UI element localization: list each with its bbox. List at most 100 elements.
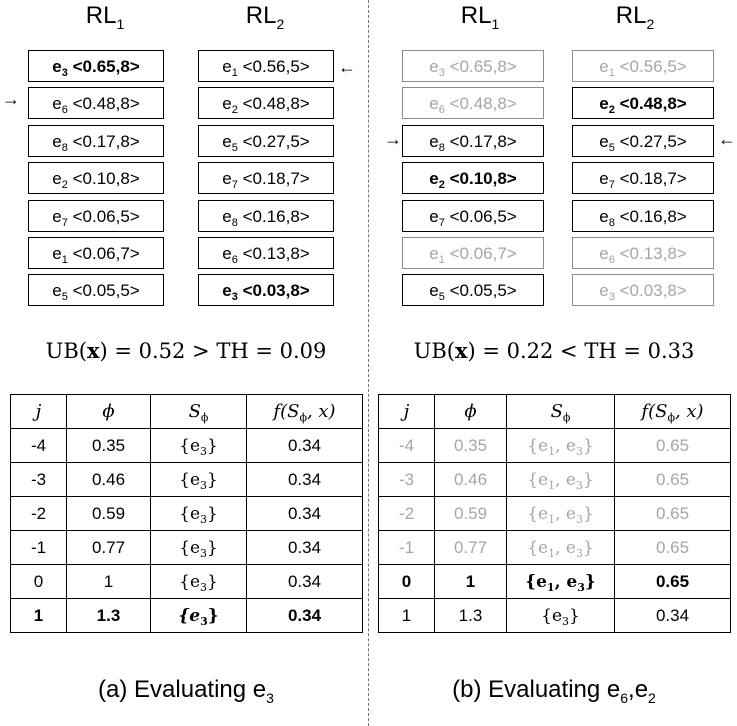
ranked-list-entry: e1 <0.56,5> [572, 50, 714, 82]
cell-phi: 0.77 [66, 530, 151, 565]
cell-j: 1 [378, 598, 435, 633]
ranked-list-entry: e1 <0.56,5> [198, 50, 334, 82]
ranked-list-entry: e5 <0.05,5> [28, 274, 164, 307]
col-set-header: Sϕ [150, 394, 247, 429]
ranked-list-entry: e8 <0.17,8> [402, 124, 544, 157]
ranked-list-entry: e3 <0.65,8> [28, 50, 164, 82]
cell-phi: 1 [434, 564, 507, 599]
panel-a-rl2-title: RL2 [245, 2, 285, 32]
table-row: 1 1.3 {e3} 0.34 [378, 598, 731, 633]
cell-phi: 0.46 [66, 462, 151, 497]
ranked-list-entry: e7 <0.06,5> [28, 199, 164, 232]
panel-b-upper-bound: UB(x) = 0.22 < TH = 0.33 [413, 338, 695, 363]
col-score-header: f(Sϕ, x) [614, 394, 731, 429]
cell-score: 0.34 [246, 530, 363, 565]
cell-phi: 0.59 [434, 496, 507, 531]
panel-a-rl2-cursor-arrow: ← [338, 57, 356, 77]
cell-set: {e1, e3} [506, 496, 615, 531]
cell-j: -2 [378, 496, 435, 531]
cell-set: {e1, e3} [506, 462, 615, 497]
cell-set: {e1, e3} [506, 530, 615, 565]
col-phi-header: ϕ [434, 394, 507, 429]
cell-j: 0 [378, 564, 435, 599]
cell-phi: 1.3 [434, 598, 507, 633]
ranked-list-entry: e1 <0.06,7> [28, 237, 164, 269]
ranked-list-entry: e3 <0.03,8> [572, 274, 714, 307]
cell-set: {e3} [506, 598, 615, 633]
cell-score: 0.34 [246, 462, 363, 497]
cell-set: {e3} [150, 564, 247, 599]
table-row: -1 0.77 {e1, e3} 0.65 [378, 530, 731, 565]
panel-b-phi-table: j ϕ Sϕ f(Sϕ, x) -4 0.35 {e1, e3} 0.65 -3 0.46… [378, 394, 731, 633]
panel-a-rl1-cursor-arrow: → [2, 89, 20, 109]
table-header-row: j ϕ Sϕ f(Sϕ, x) [10, 394, 363, 429]
cell-set: {e1, e3} [506, 428, 615, 463]
ranked-list-entry: e7 <0.18,7> [198, 162, 334, 195]
table-row: -2 0.59 {e1, e3} 0.65 [378, 496, 731, 531]
cell-set: {e3} [150, 598, 247, 633]
ranked-list-entry: e8 <0.16,8> [572, 199, 714, 232]
table-row: 0 1 {e3} 0.34 [10, 564, 363, 599]
table-header-row: j ϕ Sϕ f(Sϕ, x) [378, 394, 731, 429]
ranked-list-entry: e5 <0.05,5> [402, 274, 544, 307]
ranked-list-entry: e6 <0.13,8> [572, 237, 714, 269]
cell-j: -1 [378, 530, 435, 565]
panel-a-phi-table: j ϕ Sϕ f(Sϕ, x) -4 0.35 {e3} 0.34 -3 0.46 {e3}… [10, 394, 363, 633]
table-row: -4 0.35 {e1, e3} 0.65 [378, 428, 731, 463]
cell-phi: 0.77 [434, 530, 507, 565]
table-row: -1 0.77 {e3} 0.34 [10, 530, 363, 565]
cell-score: 0.34 [246, 428, 363, 463]
ranked-list-entry: e6 <0.48,8> [28, 87, 164, 120]
ranked-list-entry: e2 <0.48,8> [198, 87, 334, 120]
cell-score: 0.34 [614, 598, 731, 633]
ranked-list-entry: e7 <0.18,7> [572, 162, 714, 195]
cell-set: {e3} [150, 496, 247, 531]
panel-b-caption: (b) Evaluating e6,e2 [452, 676, 656, 706]
ranked-list-entry: e2 <0.48,8> [572, 87, 714, 120]
ranked-list-entry: e1 <0.06,7> [402, 237, 544, 269]
cell-phi: 0.35 [66, 428, 151, 463]
col-phi-header: ϕ [66, 394, 151, 429]
cell-score: 0.34 [246, 598, 363, 633]
cell-phi: 1.3 [66, 598, 151, 633]
cell-set: {e1, e3} [506, 564, 615, 599]
panel-a-rl1-title: RL1 [85, 2, 125, 32]
cell-phi: 0.46 [434, 462, 507, 497]
cell-j: -4 [378, 428, 435, 463]
cell-set: {e3} [150, 428, 247, 463]
cell-j: -3 [378, 462, 435, 497]
ranked-list-entry: e3 <0.65,8> [402, 50, 544, 82]
cell-score: 0.65 [614, 564, 731, 599]
col-score-header: f(Sϕ, x) [246, 394, 363, 429]
panel-b-rl2-cursor-arrow: ← [718, 129, 736, 149]
cell-phi: 0.35 [434, 428, 507, 463]
panel-a-caption: (a) Evaluating e3 [98, 676, 274, 706]
cell-score: 0.65 [614, 428, 731, 463]
ranked-list-entry: e2 <0.10,8> [28, 162, 164, 195]
col-j-header: j [10, 394, 67, 429]
cell-phi: 0.59 [66, 496, 151, 531]
panel-a-upper-bound: UB(x) = 0.52 > TH = 0.09 [45, 338, 327, 363]
panel-divider [368, 0, 369, 726]
table-row: -4 0.35 {e3} 0.34 [10, 428, 363, 463]
col-set-header: Sϕ [506, 394, 615, 429]
ranked-list-entry: e6 <0.13,8> [198, 237, 334, 269]
cell-j: -4 [10, 428, 67, 463]
col-j-header: j [378, 394, 435, 429]
table-row: 1 1.3 {e3} 0.34 [10, 598, 363, 633]
cell-score: 0.34 [246, 496, 363, 531]
cell-j: -3 [10, 462, 67, 497]
panel-b-rl1-cursor-arrow: → [384, 129, 402, 149]
cell-set: {e3} [150, 530, 247, 565]
table-row: -3 0.46 {e3} 0.34 [10, 462, 363, 497]
cell-j: 1 [10, 598, 67, 633]
cell-score: 0.65 [614, 496, 731, 531]
ranked-list-entry: e6 <0.48,8> [402, 87, 544, 120]
ranked-list-entry: e2 <0.10,8> [402, 162, 544, 195]
cell-score: 0.34 [246, 564, 363, 599]
cell-score: 0.65 [614, 530, 731, 565]
ranked-list-entry: e5 <0.27,5> [198, 124, 334, 157]
ranked-list-entry: e7 <0.06,5> [402, 199, 544, 232]
panel-b-rl1-title: RL1 [460, 2, 500, 32]
table-row: -3 0.46 {e1, e3} 0.65 [378, 462, 731, 497]
